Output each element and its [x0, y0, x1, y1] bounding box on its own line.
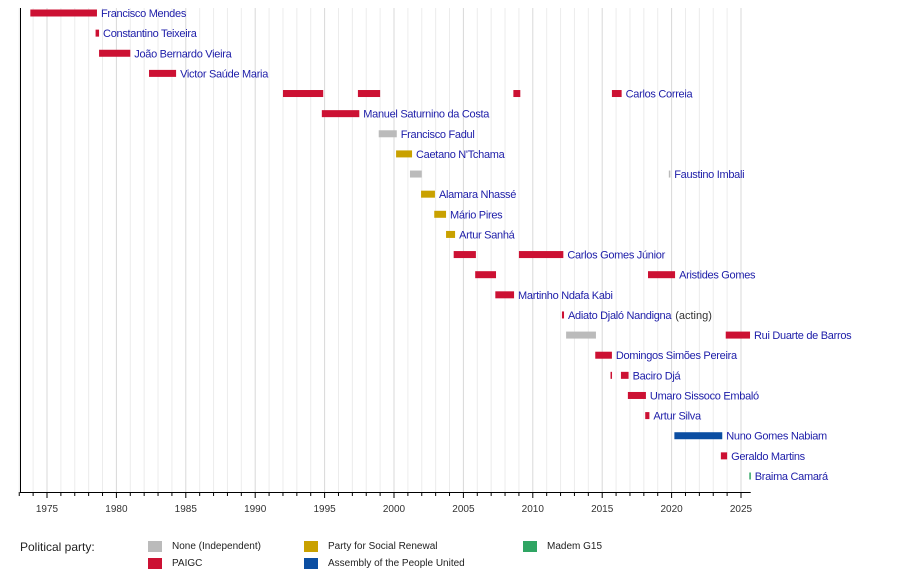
x-tick-label: 2015	[591, 504, 614, 515]
term-bar	[95, 29, 100, 37]
x-tick-label: 2020	[660, 504, 683, 515]
x-tick-label: 2010	[522, 504, 545, 515]
term-bar	[513, 90, 521, 98]
legend-swatch	[148, 541, 162, 552]
term-bar	[725, 331, 751, 339]
row-label: Francisco Fadul	[401, 129, 475, 141]
term-bar	[396, 150, 413, 158]
x-tick-label: 2005	[452, 504, 475, 515]
legend-item-apu: Assembly of the People United	[304, 558, 465, 569]
legend-swatch	[304, 558, 318, 569]
x-tick-label: 2025	[730, 504, 753, 515]
row-label: Braima Camará	[755, 471, 829, 483]
row-label: Artur Silva	[653, 411, 702, 423]
legend-title: Political party:	[20, 540, 95, 554]
row-label: Geraldo Martins	[731, 451, 806, 463]
term-bar	[282, 90, 324, 98]
row-label: Carlos Correia	[626, 89, 694, 101]
term-bar	[421, 190, 435, 198]
row-label: Baciro Djá	[633, 370, 682, 382]
row-label: Constantino Teixeira	[103, 28, 198, 40]
x-tick-label: 1990	[244, 504, 267, 515]
legend-swatch	[523, 541, 537, 552]
row-label: Martinho Ndafa Kabi	[518, 290, 613, 302]
legend-label: Party for Social Renewal	[328, 541, 438, 552]
row-label: Faustino Imbali	[674, 169, 744, 181]
row-label: Carlos Gomes Júnior	[567, 250, 665, 262]
term-bar	[720, 452, 728, 460]
legend-label: Madem G15	[547, 541, 603, 552]
term-bar	[627, 391, 646, 399]
term-bar	[518, 251, 564, 259]
term-bar	[749, 472, 751, 480]
legend-label: Assembly of the People United	[328, 558, 465, 569]
term-bar	[357, 90, 381, 98]
legend-label: None (Independent)	[172, 541, 261, 552]
term-bar	[99, 49, 131, 57]
term-bar	[595, 351, 612, 359]
term-bar	[321, 110, 360, 118]
row-label: Adiato Djaló Nandigna	[568, 310, 672, 322]
row-label: Aristides Gomes	[679, 270, 756, 282]
term-bar	[611, 90, 622, 98]
legend-label: PAIGC	[172, 558, 203, 569]
term-bar	[610, 371, 613, 379]
row-label: Victor Saúde Maria	[180, 68, 269, 80]
x-tick-label: 1975	[36, 504, 59, 515]
x-tick-label: 2000	[383, 504, 406, 515]
term-bar	[434, 210, 447, 218]
x-tick-label: 1980	[105, 504, 128, 515]
row-note: (acting)	[675, 310, 712, 322]
term-bar	[674, 432, 723, 440]
term-bar	[648, 271, 676, 279]
row-label: Alamara Nhassé	[439, 189, 516, 201]
legend-swatch	[148, 558, 162, 569]
row-label: Umaro Sissoco Embaló	[650, 390, 759, 402]
row-label: Caetano N'Tchama	[416, 149, 506, 161]
x-tick-label: 1985	[175, 504, 198, 515]
row-label: João Bernardo Vieira	[134, 48, 232, 60]
term-bar	[495, 291, 515, 299]
legend-item-madem: Madem G15	[523, 541, 602, 552]
row-label: Francisco Mendes	[101, 8, 187, 20]
term-bar	[645, 412, 650, 420]
term-bar	[149, 69, 177, 77]
row-label: Manuel Saturnino da Costa	[363, 109, 490, 121]
term-bar	[566, 331, 596, 339]
term-bar	[668, 170, 671, 178]
row-label: Domingos Simões Pereira	[616, 350, 738, 362]
x-tick-label: 1995	[313, 504, 336, 515]
legend-item-paigc: PAIGC	[148, 558, 202, 569]
term-bar	[378, 130, 397, 138]
row-label: Rui Duarte de Barros	[754, 330, 852, 342]
term-bar	[30, 9, 97, 17]
term-bar	[446, 230, 456, 238]
row-label: Mário Pires	[450, 209, 503, 221]
term-bar	[475, 271, 497, 279]
row-label: Nuno Gomes Nabiam	[726, 431, 827, 443]
term-bar	[409, 170, 422, 178]
term-bar	[620, 371, 629, 379]
row-label: Artur Sanhá	[459, 229, 516, 241]
legend-swatch	[304, 541, 318, 552]
legend-item-none: None (Independent)	[148, 541, 261, 552]
term-bar	[561, 311, 565, 319]
term-bar	[453, 251, 476, 259]
legend-item-prs: Party for Social Renewal	[304, 541, 438, 552]
timeline-chart: 1975 1980 1985 1990 1995 2000 2005 2010 2015 2020…	[18, 8, 852, 515]
